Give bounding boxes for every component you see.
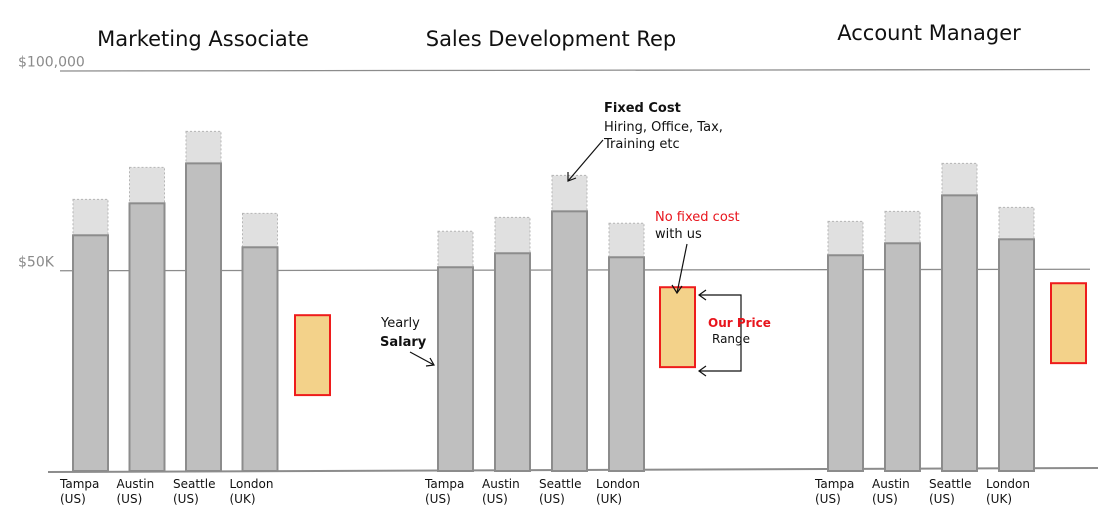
our-price-label: Our Price bbox=[708, 316, 771, 330]
category-label-0-3: London bbox=[230, 477, 274, 491]
category-label-0-2: Seattle bbox=[173, 477, 215, 491]
category-sublabel-0-3: (UK) bbox=[230, 492, 256, 506]
no-fixed-cost-arrowhead bbox=[671, 284, 683, 295]
category-sublabel-0-0: (US) bbox=[60, 492, 86, 506]
fixed-cost-bar-0-0 bbox=[72, 198, 109, 236]
category-sublabel-1-0: (US) bbox=[425, 492, 451, 506]
y-tick-label-1: $50K bbox=[18, 254, 55, 270]
category-label-1-1: Austin bbox=[482, 477, 520, 491]
salary-arrow bbox=[409, 351, 435, 366]
category-label-2-0: Tampa bbox=[814, 477, 854, 491]
category-label-2-1: Austin bbox=[872, 477, 910, 491]
category-sublabel-2-2: (US) bbox=[929, 492, 955, 506]
salary-bar-1-0 bbox=[437, 266, 474, 472]
fixed-cost-bar-0-3 bbox=[242, 212, 278, 248]
salary-bar-0-2 bbox=[185, 162, 222, 472]
group-title-1: Sales Development Rep bbox=[426, 27, 677, 51]
fixed-cost-line2: Training etc bbox=[603, 137, 680, 152]
salary-bar-0-0 bbox=[72, 234, 109, 472]
fixed-cost-bar-1-3 bbox=[608, 222, 645, 258]
fixed-cost-bar-1-0 bbox=[437, 230, 474, 268]
no-fixed-cost-line1: No fixed cost bbox=[655, 210, 740, 225]
bars-layer bbox=[72, 130, 1087, 473]
salary-bar-2-1 bbox=[884, 242, 921, 472]
price-range-bracket bbox=[699, 294, 742, 372]
salary-bar-0-1 bbox=[128, 202, 166, 473]
group-title-0: Marketing Associate bbox=[97, 27, 309, 51]
salary-bar-1-1 bbox=[494, 252, 531, 472]
salary-bar-2-2 bbox=[941, 194, 978, 472]
category-sublabel-1-2: (US) bbox=[539, 492, 565, 506]
category-sublabel-0-1: (US) bbox=[117, 492, 143, 506]
category-sublabel-0-2: (US) bbox=[173, 492, 199, 506]
range-label: Range bbox=[712, 332, 750, 346]
fixed-cost-bar-2-1 bbox=[884, 210, 921, 244]
fixed-cost-bar-0-2 bbox=[185, 130, 222, 164]
salary-bar-2-0 bbox=[827, 254, 864, 472]
fixed-cost-bar-0-1 bbox=[129, 166, 165, 204]
category-label-1-3: London bbox=[596, 477, 640, 491]
annotation-fixed-cost: Fixed Cost Hiring, Office, Tax, Training… bbox=[567, 101, 723, 182]
category-label-2-3: London bbox=[986, 477, 1030, 491]
salary-bar-0-3 bbox=[241, 246, 279, 472]
fixed-cost-bar-1-1 bbox=[494, 216, 531, 254]
price-range-box-2 bbox=[1050, 282, 1087, 365]
price-range-arrowhead-bottom bbox=[697, 365, 707, 377]
salary-bar-1-3 bbox=[608, 256, 645, 472]
price-range-arrowhead-top bbox=[697, 289, 707, 301]
price-range-box-1 bbox=[659, 286, 696, 369]
category-label-1-0: Tampa bbox=[424, 477, 464, 491]
salary-bar-2-3 bbox=[998, 238, 1035, 472]
salary-bar-1-2 bbox=[551, 210, 588, 472]
annotation-yearly-salary: Yearly Salary bbox=[380, 316, 435, 367]
yearly-label: Yearly bbox=[380, 316, 420, 331]
category-sublabel-2-3: (UK) bbox=[986, 492, 1012, 506]
category-label-1-2: Seattle bbox=[539, 477, 581, 491]
category-label-0-1: Austin bbox=[117, 477, 155, 491]
category-sublabel-1-1: (US) bbox=[482, 492, 508, 506]
fixed-cost-arrowhead bbox=[567, 172, 577, 182]
y-tick-label-0: $100,000 bbox=[18, 55, 85, 71]
category-sublabel-1-3: (UK) bbox=[596, 492, 622, 506]
fixed-cost-bar-2-2 bbox=[941, 162, 978, 196]
category-label-2-2: Seattle bbox=[929, 477, 971, 491]
no-fixed-cost-arrow bbox=[676, 243, 688, 294]
salary-arrowhead bbox=[425, 357, 435, 367]
category-sublabel-2-1: (US) bbox=[872, 492, 898, 506]
category-sublabel-2-0: (US) bbox=[815, 492, 841, 506]
category-label-0-0: Tampa bbox=[59, 477, 99, 491]
fixed-cost-bar-2-0 bbox=[827, 220, 864, 256]
price-range-box-0 bbox=[294, 314, 331, 397]
annotation-price-range: Our Price Range bbox=[697, 289, 771, 377]
fixed-cost-line1: Hiring, Office, Tax, bbox=[604, 120, 723, 135]
group-title-2: Account Manager bbox=[837, 21, 1021, 45]
fixed-cost-title: Fixed Cost bbox=[604, 101, 681, 116]
fixed-cost-bar-2-3 bbox=[998, 206, 1035, 240]
gridline-0 bbox=[59, 68, 1091, 72]
fixed-cost-arrow bbox=[567, 139, 604, 182]
annotation-no-fixed-cost: No fixed cost with us bbox=[655, 210, 740, 295]
no-fixed-cost-line2: with us bbox=[655, 227, 702, 242]
fixed-cost-bar-1-2 bbox=[551, 174, 588, 212]
salary-label: Salary bbox=[380, 335, 427, 350]
